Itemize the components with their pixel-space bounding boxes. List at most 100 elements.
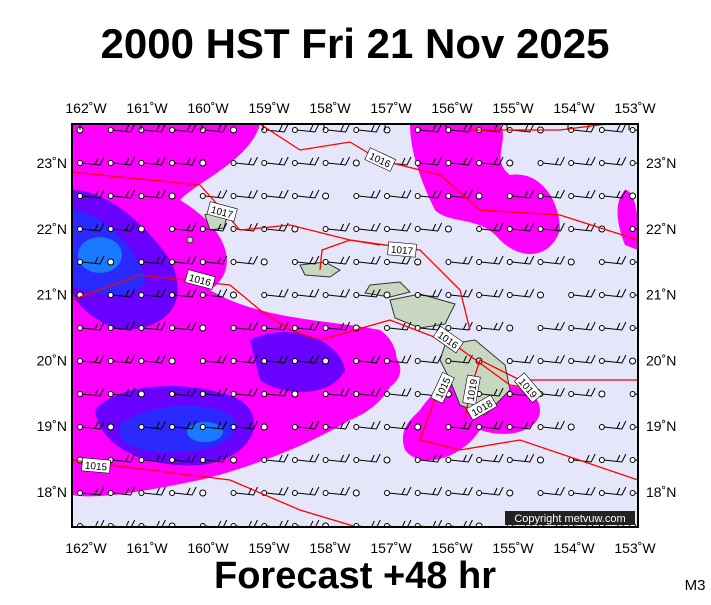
lat-label-right: 21˚N	[646, 287, 676, 303]
barb	[388, 486, 412, 496]
station	[629, 226, 636, 232]
station	[291, 259, 298, 265]
barb	[112, 156, 136, 166]
station	[445, 325, 452, 331]
barb	[481, 321, 504, 331]
barb	[388, 255, 412, 265]
barb	[511, 288, 535, 298]
barb	[419, 156, 443, 166]
station	[353, 391, 360, 397]
caption: Forecast +48 hr	[214, 555, 496, 597]
station	[445, 358, 452, 364]
station	[445, 193, 452, 199]
station	[537, 424, 544, 430]
station	[568, 490, 575, 496]
barb	[296, 189, 320, 199]
barb	[511, 255, 535, 265]
calm-marker	[475, 192, 483, 200]
station	[353, 193, 360, 199]
barb	[419, 354, 443, 364]
station	[107, 391, 114, 397]
barb	[81, 156, 105, 166]
isobar-label-box	[465, 394, 498, 421]
barb	[143, 420, 166, 430]
barb	[235, 156, 258, 166]
barb	[174, 288, 197, 298]
station	[261, 358, 268, 364]
barb	[419, 222, 443, 232]
lon-label-top: 161˚W	[126, 100, 168, 116]
barb	[204, 387, 228, 397]
station	[322, 391, 329, 397]
barb	[81, 354, 105, 364]
lon-label-top: 159˚W	[248, 100, 290, 116]
lat-label-left: 22˚N	[37, 221, 67, 237]
barb	[143, 255, 166, 265]
station	[568, 292, 575, 298]
station	[476, 424, 483, 430]
barb	[174, 321, 197, 331]
station	[322, 424, 329, 430]
station	[506, 259, 513, 265]
station	[169, 160, 176, 166]
barb	[112, 321, 136, 331]
station	[384, 424, 390, 430]
calm-marker	[168, 357, 176, 365]
lat-label-right: 22˚N	[646, 221, 676, 237]
station	[506, 424, 513, 430]
barb	[204, 124, 228, 133]
barb	[296, 255, 320, 265]
barb	[603, 453, 627, 463]
station	[414, 391, 421, 397]
barb	[174, 255, 197, 265]
lon-label-bottom: 156˚W	[431, 540, 473, 556]
barb	[235, 189, 258, 199]
calm-marker	[260, 423, 268, 431]
calm-marker	[383, 456, 391, 464]
barb	[204, 420, 228, 430]
station	[476, 226, 483, 232]
barb	[81, 255, 105, 265]
station	[445, 292, 452, 298]
station	[598, 127, 605, 133]
calm-marker	[107, 423, 115, 431]
station	[107, 358, 114, 364]
lon-label-top: 154˚W	[553, 100, 595, 116]
lon-label-bottom: 158˚W	[309, 540, 351, 556]
isobars	[72, 124, 638, 527]
station	[169, 127, 176, 133]
station	[568, 226, 575, 232]
barb	[143, 486, 166, 496]
station	[291, 457, 298, 463]
barb	[603, 420, 627, 430]
barb	[204, 255, 228, 265]
station	[414, 160, 421, 166]
barb	[327, 387, 351, 397]
barb	[174, 387, 197, 397]
barb	[358, 453, 381, 463]
station	[261, 193, 268, 199]
station	[169, 325, 176, 331]
station	[537, 193, 544, 199]
station	[353, 424, 360, 430]
barb	[419, 453, 443, 463]
wind-shading	[187, 422, 223, 442]
barb	[358, 124, 381, 133]
station	[322, 226, 329, 232]
barb	[81, 321, 105, 331]
barb	[112, 124, 136, 133]
station	[77, 193, 83, 199]
calm-marker	[629, 357, 637, 365]
station	[629, 325, 636, 331]
barb	[235, 354, 258, 364]
barb	[327, 420, 351, 430]
barb	[296, 420, 320, 430]
barb	[358, 420, 381, 430]
station	[445, 457, 452, 463]
station	[77, 160, 83, 166]
station	[506, 391, 513, 397]
barb	[174, 486, 197, 496]
calm-marker	[414, 258, 422, 266]
copyright-box	[505, 511, 635, 525]
